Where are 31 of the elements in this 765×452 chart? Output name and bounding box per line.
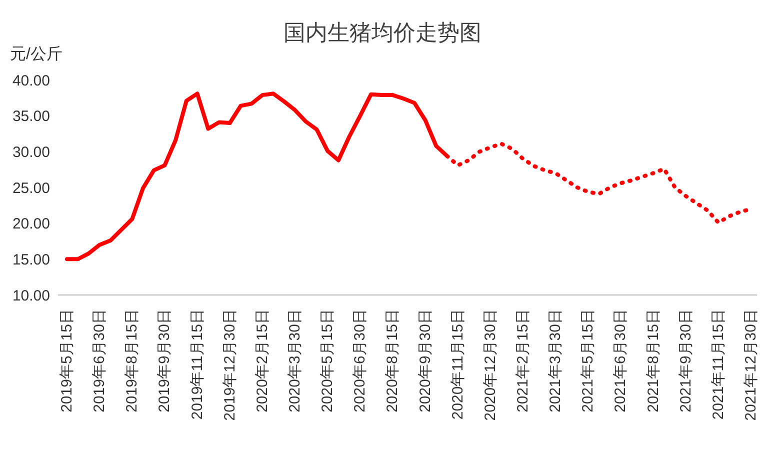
x-tick-label: 2021年6月30日 bbox=[612, 309, 630, 412]
y-tick-label: 30.00 bbox=[12, 144, 50, 161]
x-tick-label: 2020年9月30日 bbox=[416, 309, 434, 412]
y-tick-label: 40.00 bbox=[12, 72, 50, 90]
x-tick-label: 2020年6月30日 bbox=[352, 309, 369, 412]
y-tick-label: 10.00 bbox=[12, 287, 50, 304]
x-tick-label: 2019年5月15日 bbox=[58, 309, 76, 412]
x-tick-label: 2020年2月15日 bbox=[254, 309, 271, 412]
y-tick-label: 35.00 bbox=[12, 108, 50, 126]
x-tick-label: 2020年11月15日 bbox=[449, 309, 466, 420]
y-tick-label: 25.00 bbox=[12, 180, 50, 197]
x-tick-label: 2019年6月30日 bbox=[91, 309, 108, 412]
x-tick-label: 2019年9月30日 bbox=[156, 309, 174, 412]
x-tick-label: 2020年3月30日 bbox=[286, 309, 304, 412]
y-axis-title: 元/公斤 bbox=[10, 44, 62, 65]
x-tick-label: 2021年11月15日 bbox=[710, 309, 727, 420]
x-tick-label: 2021年12月30日 bbox=[742, 309, 760, 421]
x-tick-label: 2020年8月15日 bbox=[384, 309, 402, 412]
x-tick-label: 2020年12月30日 bbox=[482, 309, 499, 421]
x-tick-label: 2019年11月15日 bbox=[188, 309, 206, 420]
x-tick-label: 2021年3月30日 bbox=[547, 309, 564, 412]
chart-title: 国内生猪均价走势图 bbox=[284, 20, 482, 45]
x-tick-label: 2019年12月30日 bbox=[221, 309, 238, 421]
x-tick-label: 2021年5月15日 bbox=[580, 309, 597, 412]
x-tick-label: 2021年8月15日 bbox=[644, 309, 662, 412]
x-tick-label: 2019年8月15日 bbox=[124, 309, 141, 412]
x-tick-label: 2021年9月30日 bbox=[677, 309, 694, 412]
y-tick-label: 20.00 bbox=[12, 216, 50, 233]
x-tick-label: 2021年2月15日 bbox=[514, 309, 532, 412]
x-tick-label: 2020年5月15日 bbox=[319, 309, 336, 412]
y-tick-label: 15.00 bbox=[12, 251, 50, 268]
